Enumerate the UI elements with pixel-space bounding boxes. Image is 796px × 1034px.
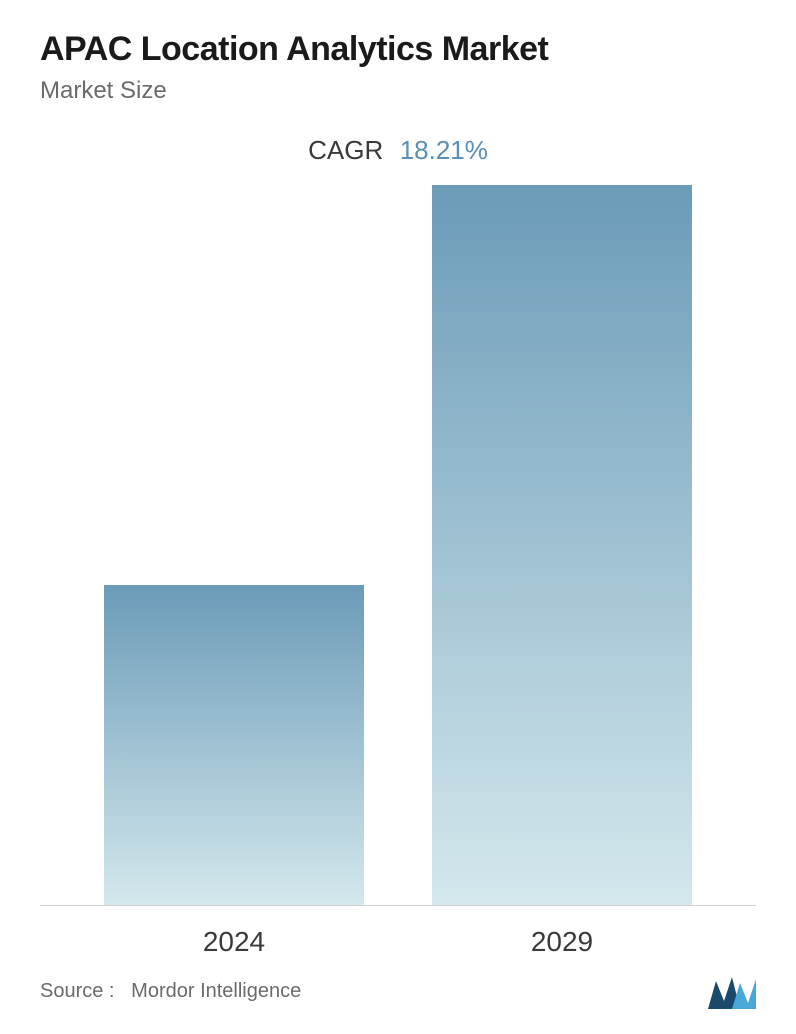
mordor-logo-icon xyxy=(708,973,756,1009)
x-label-0: 2024 xyxy=(86,926,381,958)
x-axis-labels: 2024 2029 xyxy=(40,906,756,958)
bar-group-1 xyxy=(414,185,709,905)
source-label: Source : xyxy=(40,980,114,1002)
cagr-label: CAGR xyxy=(308,135,383,165)
chart-footer: Source : Mordor Intelligence xyxy=(40,973,756,1009)
bar-group-0 xyxy=(86,585,381,905)
cagr-value: 18.21% xyxy=(400,135,488,165)
chart-container: APAC Location Analytics Market Market Si… xyxy=(0,0,796,1034)
bar-chart-area xyxy=(40,186,756,906)
cagr-row: CAGR 18.21% xyxy=(40,135,756,166)
source-name: Mordor Intelligence xyxy=(131,980,301,1002)
x-label-1: 2029 xyxy=(414,926,709,958)
bar-2029 xyxy=(432,185,692,905)
source-text: Source : Mordor Intelligence xyxy=(40,980,301,1003)
chart-title: APAC Location Analytics Market xyxy=(40,30,756,69)
chart-subtitle: Market Size xyxy=(40,77,756,105)
bar-2024 xyxy=(104,585,364,905)
